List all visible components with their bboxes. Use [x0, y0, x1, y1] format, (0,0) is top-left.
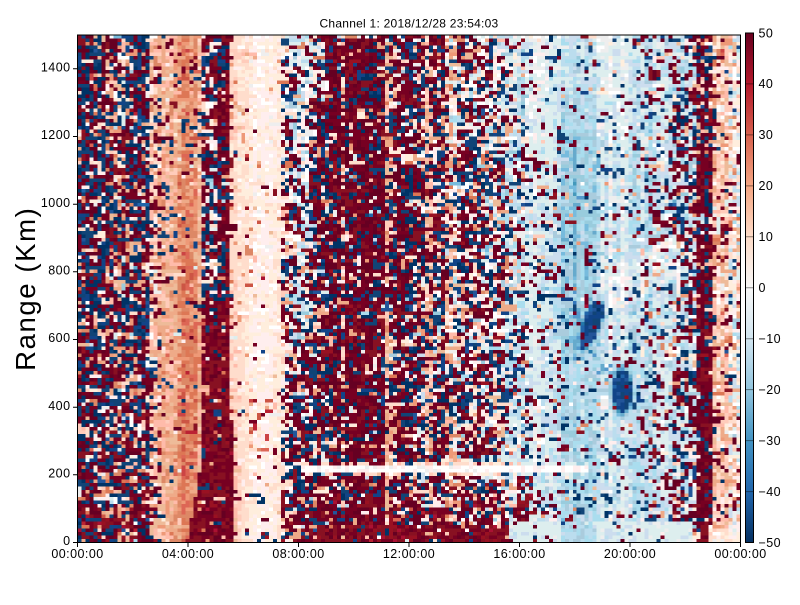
svg-text:600: 600	[48, 331, 70, 345]
svg-text:Range (Km): Range (Km)	[10, 207, 41, 371]
svg-text:800: 800	[48, 263, 70, 277]
svg-text:200: 200	[48, 466, 70, 480]
svg-text:−30: −30	[759, 434, 782, 448]
svg-text:0: 0	[63, 534, 70, 548]
svg-text:−10: −10	[759, 332, 782, 346]
svg-text:0: 0	[759, 281, 766, 295]
svg-text:12:00:00: 12:00:00	[383, 547, 435, 561]
svg-text:10: 10	[759, 230, 774, 244]
svg-text:00:00:00: 00:00:00	[51, 547, 103, 561]
svg-text:08:00:00: 08:00:00	[272, 547, 324, 561]
svg-text:400: 400	[48, 399, 70, 413]
svg-text:04:00:00: 04:00:00	[162, 547, 214, 561]
svg-text:−50: −50	[759, 536, 782, 550]
svg-text:40: 40	[759, 77, 774, 91]
svg-text:00:00:00: 00:00:00	[714, 547, 766, 561]
svg-text:1000: 1000	[41, 196, 71, 210]
svg-text:16:00:00: 16:00:00	[493, 547, 545, 561]
svg-text:−20: −20	[759, 383, 782, 397]
svg-text:20: 20	[759, 179, 774, 193]
svg-text:30: 30	[759, 128, 774, 142]
svg-text:1200: 1200	[41, 128, 71, 142]
svg-text:Channel 1: 2018/12/28 23:54:03: Channel 1: 2018/12/28 23:54:03	[320, 17, 499, 31]
svg-text:−40: −40	[759, 485, 782, 499]
svg-text:20:00:00: 20:00:00	[604, 547, 656, 561]
svg-text:50: 50	[759, 26, 774, 40]
svg-text:1400: 1400	[41, 60, 71, 74]
